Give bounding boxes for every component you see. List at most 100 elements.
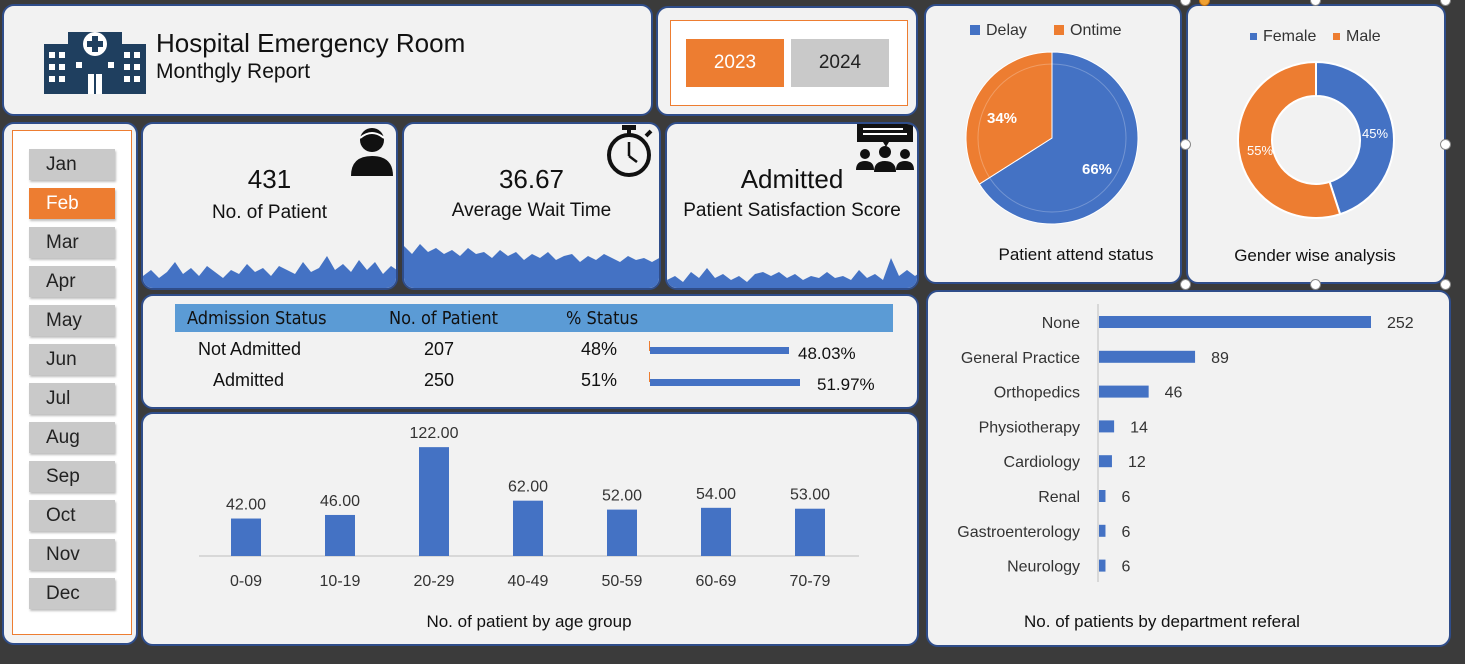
- kpi-patients-label: No. of Patient: [211, 202, 328, 223]
- pie-value-label: 34%: [987, 110, 1017, 127]
- age-category-label: 20-29: [414, 573, 455, 590]
- age-bar: [513, 500, 543, 556]
- donut-value-label: 55%: [1247, 143, 1273, 158]
- age-bar-value-label: 42.00: [226, 497, 266, 514]
- dept-value-label: 6: [1121, 559, 1130, 576]
- attend-status-pie-chart: Delay Ontime Patient attend status 66% 34…: [965, 22, 1154, 264]
- chart-title: No. of patient by age group: [426, 612, 631, 631]
- dept-value-label: 6: [1121, 524, 1130, 541]
- department-referral-bar-chart: No. of patients by department referal No…: [957, 304, 1414, 631]
- dept-bar: [1099, 524, 1106, 537]
- age-bar-value-label: 46.00: [320, 493, 360, 510]
- legend-label-delay: Delay: [986, 22, 1027, 39]
- selection-handle[interactable]: [1440, 0, 1451, 6]
- month-button-jul[interactable]: Jul: [29, 383, 115, 414]
- row-pct: 51%: [581, 370, 618, 390]
- dept-bar: [1099, 350, 1196, 363]
- data-bar-axis: [649, 372, 650, 382]
- selection-handle[interactable]: [1180, 139, 1191, 150]
- month-button-aug[interactable]: Aug: [29, 422, 115, 453]
- selection-handle[interactable]: [1440, 279, 1451, 290]
- pct-data-bar: [650, 347, 789, 354]
- age-category-label: 10-19: [320, 573, 361, 590]
- row-pct: 48%: [581, 339, 618, 359]
- legend-swatch-delay: [970, 25, 980, 35]
- stopwatch-icon: [607, 125, 653, 177]
- year-slicer-panel: 2023 2024: [656, 6, 918, 116]
- month-button-jun[interactable]: Jun: [29, 344, 115, 375]
- dept-value-label: 12: [1128, 454, 1146, 471]
- satisfaction-sparkline: [667, 258, 917, 288]
- dept-value-label: 6: [1121, 489, 1130, 506]
- dashboard-title: Hospital Emergency Room: [156, 28, 466, 58]
- dept-category-label: Renal: [1038, 489, 1080, 506]
- hospital-icon: [44, 32, 146, 94]
- col-header-pct-status: % Status: [566, 308, 639, 329]
- legend-label-male: Male: [1346, 28, 1381, 45]
- selection-handle[interactable]: [1440, 139, 1451, 150]
- gender-analysis-panel: Female Male Gender wise analysis 45% 55%: [1186, 4, 1446, 284]
- patients-sparkline: [143, 256, 396, 288]
- dept-bar: [1099, 559, 1106, 572]
- age-bar-value-label: 54.00: [696, 486, 736, 503]
- row-status: Admitted: [213, 370, 285, 390]
- age-bar: [701, 507, 731, 556]
- donut-value-label: 45%: [1362, 126, 1388, 141]
- pie-slice-delay: [978, 51, 1139, 225]
- gender-donut-chart: Female Male Gender wise analysis 45% 55%: [1234, 28, 1396, 265]
- selection-handle[interactable]: [1310, 279, 1321, 290]
- year-button-2024[interactable]: 2024: [791, 39, 889, 87]
- selection-handle[interactable]: [1180, 279, 1191, 290]
- month-button-may[interactable]: May: [29, 305, 115, 336]
- month-button-oct[interactable]: Oct: [29, 500, 115, 531]
- age-group-chart-panel: No. of patient by age group 42.00 0-09 46.…: [141, 412, 919, 646]
- dept-bar: [1099, 316, 1371, 328]
- month-button-apr[interactable]: Apr: [29, 266, 115, 297]
- department-referral-panel: No. of patients by department referal No…: [926, 290, 1451, 647]
- row-count: 250: [424, 370, 455, 390]
- month-slicer-panel: Jan Feb Mar Apr May Jun Jul Aug Sep Oct Nov Dec: [2, 122, 138, 645]
- legend-swatch-ontime: [1054, 25, 1064, 35]
- dept-category-label: Neurology: [1007, 559, 1080, 576]
- month-button-mar[interactable]: Mar: [29, 227, 115, 258]
- donut-slice-male: [1237, 60, 1342, 219]
- pie-value-label: 66%: [1082, 161, 1112, 178]
- patient-person-icon: [351, 128, 393, 176]
- header-panel: Hospital Emergency Room Monthgly Report: [2, 4, 653, 116]
- month-button-dec[interactable]: Dec: [29, 578, 115, 609]
- month-button-jan[interactable]: Jan: [29, 149, 115, 180]
- age-bar: [795, 508, 825, 556]
- month-button-feb[interactable]: Feb: [29, 188, 115, 219]
- legend-label-female: Female: [1263, 28, 1316, 45]
- age-bar-value-label: 52.00: [602, 488, 642, 505]
- month-button-sep[interactable]: Sep: [29, 461, 115, 492]
- row-status: Not Admitted: [198, 339, 302, 359]
- dashboard-subtitle: Monthgly Report: [156, 60, 311, 83]
- data-bar-axis: [649, 341, 650, 351]
- pie-slice-ontime: [965, 51, 1053, 185]
- kpi-wait-value: 36.67: [498, 164, 565, 194]
- admission-table-header: [175, 304, 893, 332]
- age-bar: [419, 447, 449, 556]
- age-category-label: 60-69: [696, 573, 737, 590]
- col-header-no-of-patient: No. of Patient: [389, 308, 499, 329]
- age-bar: [231, 518, 261, 556]
- pct-data-bar: [650, 379, 800, 386]
- selection-handle[interactable]: [1180, 0, 1191, 6]
- age-bar-value-label: 53.00: [790, 487, 830, 504]
- dept-value-label: 14: [1130, 419, 1148, 436]
- wait-sparkline: [404, 244, 659, 288]
- admission-table-panel: Admission Status No. of Patient % Status…: [141, 294, 919, 409]
- month-button-nov[interactable]: Nov: [29, 539, 115, 570]
- dept-bar: [1099, 455, 1112, 468]
- kpi-patients-value: 431: [247, 164, 292, 194]
- dept-category-label: General Practice: [961, 350, 1080, 367]
- age-category-label: 0-09: [230, 573, 262, 590]
- dept-category-label: Cardiology: [1004, 454, 1080, 471]
- kpi-patients-card: 431 No. of Patient: [141, 122, 398, 290]
- pct-data-bar-label: 48.03%: [798, 344, 856, 363]
- dept-value-label: 252: [1387, 315, 1414, 332]
- dept-category-label: Physiotherapy: [979, 419, 1080, 436]
- dept-bar: [1099, 385, 1149, 398]
- year-button-2023[interactable]: 2023: [686, 39, 784, 87]
